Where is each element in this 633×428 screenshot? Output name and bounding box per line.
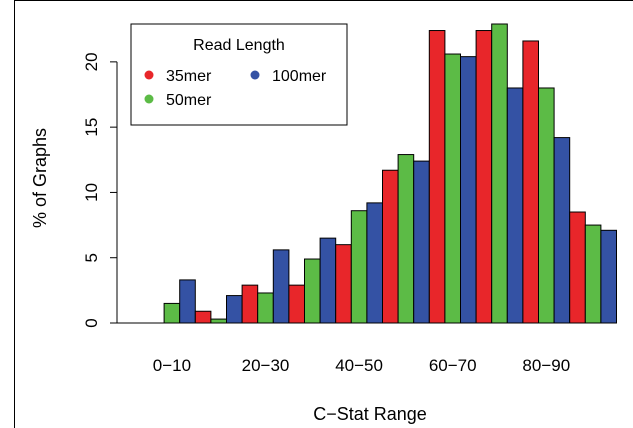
bar-50mer-50-60: [397, 154, 415, 324]
x-tick-label: 0−10: [153, 356, 191, 375]
legend-label-50mer: 50mer: [166, 92, 212, 109]
bar-50mer-60-70: [444, 53, 461, 324]
x-tick-label: 80−90: [522, 356, 570, 375]
legend-label-100mer: 100mer: [272, 68, 327, 85]
x-axis: 0−10 20−30 40−50 60−70 80−90: [117, 322, 611, 375]
bar-100mer-60-70: [460, 56, 477, 324]
y-tick-label: 15: [82, 118, 101, 137]
y-tick-label: 5: [82, 253, 101, 262]
bar-35mer-10-20: [194, 310, 212, 324]
y-axis: 0 5 10 15 20: [82, 52, 118, 328]
bar-50mer-10-20: [210, 318, 227, 324]
bar-50mer-30-40: [304, 258, 321, 324]
bar-50mer-40-50: [350, 210, 368, 324]
bar-100mer-0-10: [179, 279, 196, 324]
y-axis-label: % of Graphs: [30, 128, 50, 228]
x-tick-label: 40−50: [335, 356, 383, 375]
bar-100mer-50-60: [413, 160, 430, 324]
bar-100mer-40-50: [366, 202, 383, 324]
bar-50mer-70-80: [491, 23, 508, 324]
x-tick-label: 60−70: [429, 356, 477, 375]
bar-50mer-80-90: [538, 87, 555, 324]
bar-100mer-70-80: [506, 87, 524, 324]
bar-35mer-30-40: [288, 284, 305, 324]
bar-35mer-70-80: [475, 30, 493, 324]
bar-100mer-90-100: [600, 229, 618, 324]
x-axis-label: C−Stat Range: [313, 404, 427, 424]
legend-label-35mer: 35mer: [166, 68, 212, 85]
bar-100mer-30-40: [319, 237, 337, 324]
legend: Read Length 35mer 100mer 50mer: [130, 23, 348, 126]
bar-100mer-80-90: [553, 137, 571, 324]
bar-35mer-60-70: [428, 30, 446, 324]
bar-50mer-0-10: [163, 302, 181, 324]
legend-marker-100mer: [250, 70, 260, 80]
legend-title: Read Length: [193, 37, 285, 54]
plot-box: [14, 0, 633, 428]
bar-35mer-50-60: [382, 169, 399, 324]
bars-group: [163, 23, 618, 324]
bar-35mer-40-50: [335, 244, 352, 324]
bar-35mer-80-90: [522, 40, 540, 324]
legend-marker-35mer: [144, 70, 154, 80]
bar-50mer-20-30: [257, 292, 274, 324]
bar-35mer-20-30: [241, 284, 259, 324]
legend-box: [130, 23, 348, 126]
bar-35mer-90-100: [569, 211, 586, 324]
bar-100mer-10-20: [226, 295, 243, 324]
legend-marker-50mer: [144, 94, 154, 104]
x-tick-label: 20−30: [242, 356, 290, 375]
bar-100mer-20-30: [272, 249, 290, 324]
y-tick-label: 10: [82, 183, 101, 202]
y-tick-label: 0: [82, 318, 101, 327]
y-tick-label: 20: [82, 52, 101, 71]
bar-50mer-90-100: [584, 224, 602, 324]
